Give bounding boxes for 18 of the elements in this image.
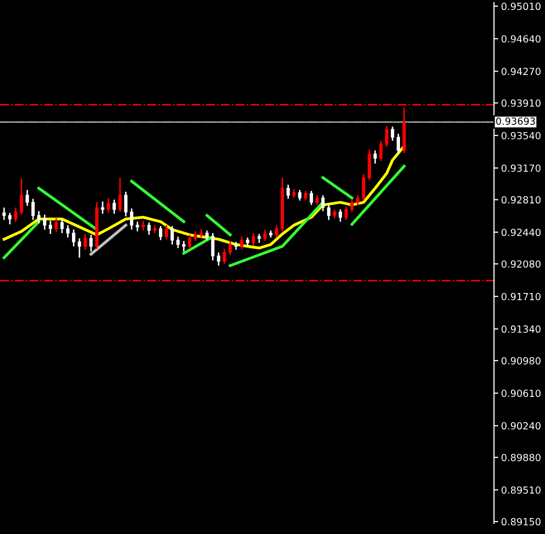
y-tick-label: 0.91340: [502, 325, 541, 333]
y-tick-label: 0.93910: [502, 99, 541, 107]
y-tick-label: 0.90980: [502, 357, 541, 364]
y-tick-label: 0.92080: [502, 260, 541, 268]
y-tick-label: 0.94270: [502, 68, 541, 76]
y-tick-label: 0.91710: [502, 292, 541, 300]
y-tick-label: 0.92440: [502, 228, 541, 236]
y-tick-label: 0.90240: [502, 422, 541, 430]
y-tick-label: 0.95010: [502, 2, 541, 10]
y-tick-label: 0.90610: [502, 390, 541, 397]
y-tick-label: 0.93540: [502, 132, 541, 140]
y-tick-label: 0.89510: [502, 486, 541, 494]
y-tick-label: 0.89150: [502, 518, 541, 526]
ref-line-label: 0.93693: [496, 117, 535, 125]
y-tick-label: 0.93170: [502, 164, 541, 172]
y-tick-label: 0.94640: [502, 35, 541, 43]
y-tick-label: 0.89880: [502, 454, 541, 462]
y-tick-label: 0.92810: [502, 196, 541, 204]
